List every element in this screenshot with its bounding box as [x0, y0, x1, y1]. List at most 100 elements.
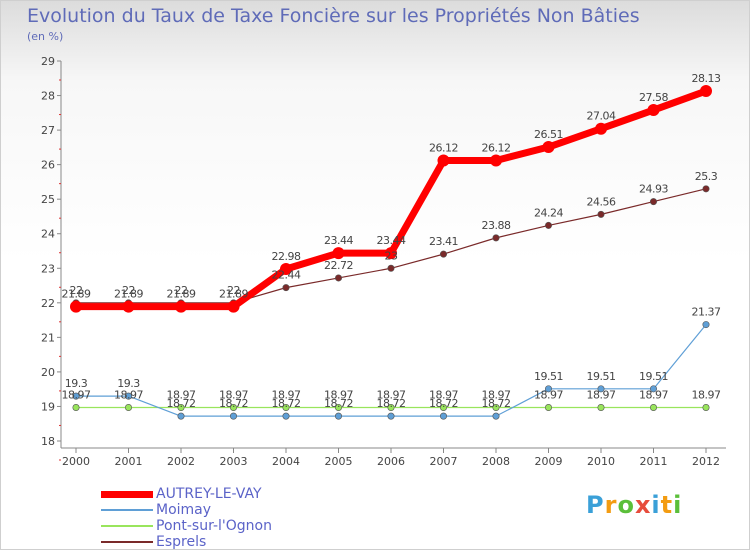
- data-point: [492, 403, 500, 411]
- data-label: 26.51: [534, 128, 563, 141]
- y-tick-label: 25: [41, 193, 55, 206]
- data-point: [282, 284, 290, 292]
- series-2: [72, 403, 710, 411]
- data-point: [72, 403, 80, 411]
- data-label: 24.93: [639, 183, 668, 196]
- data-label: 22.44: [272, 269, 301, 282]
- data-label: 23.44: [377, 234, 406, 247]
- data-point: [542, 141, 555, 154]
- data-label: 18.97: [324, 388, 353, 401]
- data-label: 18.97: [167, 388, 196, 401]
- data-point: [230, 403, 238, 411]
- data-point: [280, 262, 292, 275]
- data-point: [332, 247, 345, 260]
- data-label: 18.97: [482, 388, 511, 401]
- logo-letter: o: [617, 491, 635, 519]
- x-tick-label: 2000: [62, 455, 90, 468]
- y-tick-label: 18: [41, 435, 55, 448]
- data-label: 24.24: [534, 206, 563, 219]
- data-point: [649, 198, 657, 206]
- data-label: 18.97: [62, 388, 91, 401]
- data-point: [437, 154, 450, 167]
- legend-label: Pont-sur-l'Ognon: [156, 518, 272, 534]
- y-tick-label: 29: [41, 55, 55, 68]
- data-label: 24.56: [587, 195, 616, 208]
- data-point: [125, 403, 133, 411]
- data-label: 28.13: [692, 72, 721, 85]
- data-label: 23.88: [482, 219, 511, 232]
- legend-swatch: [101, 509, 153, 511]
- data-point: [702, 403, 710, 411]
- data-point: [70, 300, 82, 313]
- data-point: [334, 412, 342, 420]
- series-1: [72, 321, 710, 420]
- data-label: 21.37: [692, 306, 721, 319]
- data-point: [649, 403, 657, 411]
- data-point: [72, 392, 80, 400]
- data-point: [334, 403, 342, 411]
- data-point: [439, 250, 447, 258]
- data-label: 18.72: [377, 397, 406, 410]
- data-point: [544, 385, 552, 393]
- data-label: 27.04: [587, 110, 616, 123]
- chart-subtitle: (en %): [27, 30, 64, 43]
- logo-letter: r: [604, 491, 618, 519]
- legend-label: Esprels: [156, 534, 207, 550]
- data-point: [227, 300, 240, 313]
- y-tick-label: 27: [41, 124, 55, 137]
- y-tick-label: 21: [41, 331, 55, 344]
- data-label: 23.41: [429, 235, 458, 248]
- data-point: [439, 412, 447, 420]
- data-label: 25.3: [695, 170, 718, 183]
- data-label: 23: [385, 249, 398, 262]
- data-label: 18.97: [534, 388, 563, 401]
- y-tick-label: 20: [41, 366, 55, 379]
- y-tick-label: 26: [41, 159, 55, 172]
- logo-letter: x: [634, 491, 652, 519]
- data-label: 22: [175, 284, 188, 297]
- data-label: 18.72: [272, 397, 301, 410]
- y-tick-label: 24: [41, 228, 55, 241]
- data-label: 22: [122, 284, 135, 297]
- logo-letter: P: [586, 491, 605, 519]
- data-label: 26.12: [482, 141, 511, 154]
- data-label: 19.51: [587, 370, 616, 383]
- legend-swatch: [101, 541, 153, 543]
- data-point: [230, 412, 238, 420]
- data-label: 21.89: [114, 288, 143, 301]
- x-tick-label: 2012: [692, 455, 720, 468]
- data-label: 18.72: [219, 397, 248, 410]
- data-label: 18.97: [587, 388, 616, 401]
- data-label: 18.72: [482, 397, 511, 410]
- legend-item: Moimay: [101, 502, 361, 518]
- data-label: 18.97: [429, 388, 458, 401]
- data-point: [700, 85, 712, 98]
- x-tick-label: 2006: [377, 455, 405, 468]
- data-point: [597, 210, 605, 218]
- y-tick-label: 28: [41, 90, 55, 103]
- data-label: 18.97: [692, 388, 721, 401]
- data-point: [282, 403, 290, 411]
- x-tick-label: 2010: [587, 455, 615, 468]
- data-label: 22.98: [272, 250, 301, 263]
- data-label: 27.58: [639, 91, 668, 104]
- data-label: 22.72: [324, 259, 353, 272]
- data-point: [125, 392, 133, 400]
- data-point: [702, 185, 710, 193]
- x-tick-label: 2008: [482, 455, 510, 468]
- data-point: [649, 385, 657, 393]
- data-point: [282, 412, 290, 420]
- data-label: 19.51: [534, 370, 563, 383]
- data-point: [439, 403, 447, 411]
- x-tick-label: 2009: [535, 455, 563, 468]
- data-point: [387, 412, 395, 420]
- data-point: [492, 412, 500, 420]
- data-point: [702, 321, 710, 329]
- legend-label: Moimay: [156, 502, 212, 518]
- data-point: [597, 385, 605, 393]
- logo-letter: i: [651, 491, 661, 519]
- series-0: [70, 85, 712, 313]
- x-tick-label: 2004: [272, 455, 300, 468]
